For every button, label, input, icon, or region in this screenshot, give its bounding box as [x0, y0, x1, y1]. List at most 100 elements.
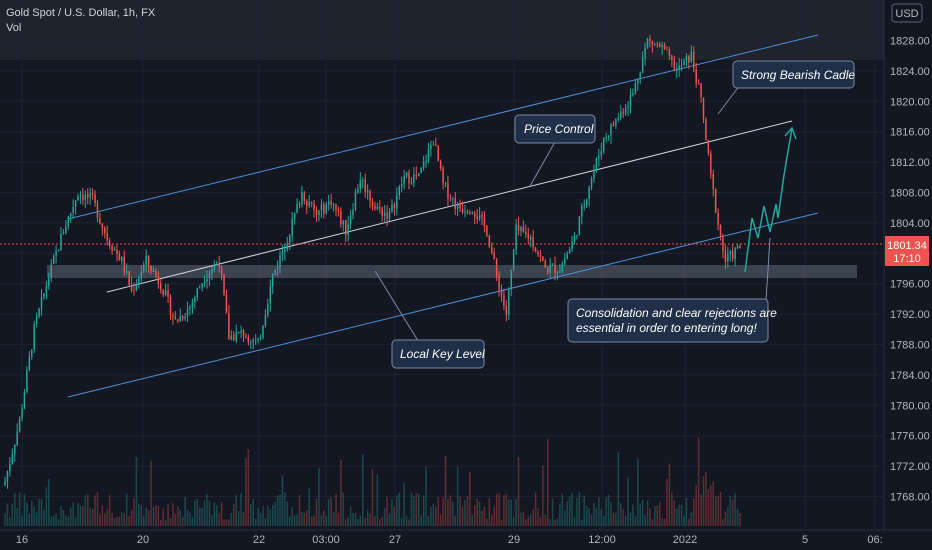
volume-bar	[196, 498, 199, 526]
volume-bar	[668, 463, 671, 526]
candle-body	[230, 335, 233, 340]
volume-bar	[688, 518, 690, 526]
candle-body	[590, 178, 593, 188]
candle-body	[274, 269, 276, 275]
volume-bar	[727, 507, 729, 526]
time-axis[interactable]: 16 20 22 03:00 27 29 12:00 2022 5 06:	[16, 534, 883, 546]
volume-bar	[72, 502, 74, 526]
volume-bar	[559, 503, 561, 526]
volume-bar	[225, 519, 228, 526]
candle-body	[228, 313, 230, 340]
volume-bar	[678, 504, 680, 526]
candle-body	[724, 250, 727, 262]
candle-body	[23, 391, 26, 409]
volume-bar	[4, 513, 6, 526]
candle-body	[164, 290, 167, 295]
candle-body	[624, 107, 627, 114]
volume-bar	[142, 516, 145, 526]
volume-bar	[213, 502, 216, 526]
volume-bar	[364, 518, 366, 526]
candle-body	[91, 192, 94, 195]
volume-bar	[566, 501, 568, 526]
candle-body	[147, 255, 150, 266]
time-tick-label: 27	[389, 534, 401, 546]
volume-bar	[400, 517, 403, 526]
price-tick-label: 1788.00	[890, 340, 930, 352]
candle-body	[464, 211, 466, 213]
candle-body	[99, 218, 101, 224]
candle-body	[320, 204, 323, 211]
svg-text:Consolidation and clear reject: Consolidation and clear rejections are	[576, 306, 777, 320]
candle-body	[240, 330, 242, 332]
volume-bar	[661, 518, 663, 526]
volume-bar	[500, 519, 503, 526]
candle-body	[357, 189, 359, 193]
price-tick-label: 1772.00	[890, 461, 930, 473]
svg-text:Price Control: Price Control	[524, 122, 594, 136]
volume-bar	[379, 519, 381, 526]
volume-bar	[488, 498, 491, 526]
volume-bar	[77, 503, 79, 526]
candle-body	[352, 209, 354, 216]
candle-body	[347, 224, 349, 236]
volume-bar	[386, 496, 388, 526]
candle-body	[736, 246, 739, 249]
volume-bar	[393, 506, 396, 526]
annotation-price-control[interactable]: Price Control	[514, 114, 596, 144]
time-tick-label: 22	[253, 534, 265, 546]
candle-body	[318, 210, 320, 216]
volume-bar	[598, 497, 600, 526]
candle-body	[383, 212, 386, 216]
candle-body	[213, 265, 216, 270]
candle-body	[717, 212, 719, 225]
candle-body	[203, 281, 206, 284]
annotation-local-key-level[interactable]: Local Key Level	[391, 339, 485, 369]
price-tag: 1801.34 17:10	[885, 236, 929, 266]
volume-bar	[91, 509, 94, 526]
candle-body	[177, 319, 179, 322]
currency-badge[interactable]: USD	[891, 3, 923, 23]
volume-bar	[417, 493, 420, 526]
annotation-consolidation[interactable]: Consolidation and clear rejections are e…	[567, 298, 777, 343]
time-tick-label: 03:00	[312, 534, 340, 546]
volume-bar	[130, 510, 133, 526]
projection-arrowhead	[784, 126, 797, 140]
volume-bar	[675, 508, 678, 526]
volume-bar	[376, 474, 379, 526]
volume-bar	[198, 507, 201, 526]
candle-body	[435, 144, 437, 146]
callout-pointer-key-level	[374, 270, 421, 345]
volume-bar	[439, 514, 442, 526]
volume-bar	[164, 519, 167, 526]
volume-bar	[595, 507, 598, 526]
candle-body	[28, 356, 31, 371]
volume-bar	[293, 515, 296, 526]
candle-body	[439, 160, 442, 169]
volume-bar	[211, 515, 213, 526]
candle-body	[84, 194, 87, 200]
candle-body	[405, 172, 408, 177]
volume-bar	[215, 505, 218, 526]
volume-bar	[315, 498, 318, 526]
price-tick-label: 1776.00	[890, 431, 930, 443]
volume-bar	[352, 513, 354, 526]
volume-bar	[607, 494, 610, 526]
candle-body	[371, 200, 374, 207]
candle-body	[271, 274, 274, 287]
candle-body	[157, 276, 160, 284]
volume-bar	[271, 505, 274, 526]
annotation-strong-bearish[interactable]: Strong Bearish Cadle	[732, 60, 855, 89]
volume-bar	[11, 504, 14, 526]
price-tick-label: 1804.00	[890, 218, 930, 230]
candle-body	[337, 209, 340, 212]
volume-bar	[602, 515, 605, 526]
volume-bar	[320, 514, 323, 526]
candle-body	[549, 265, 551, 273]
volume-bar	[590, 514, 593, 526]
candle-body	[588, 187, 590, 200]
price-axis[interactable]: 1768.00 1772.00 1776.00 1780.00 1784.00 1788.…	[890, 36, 930, 504]
volume-bar	[717, 495, 719, 526]
volume-bar	[74, 517, 77, 526]
candle-body	[145, 255, 147, 265]
